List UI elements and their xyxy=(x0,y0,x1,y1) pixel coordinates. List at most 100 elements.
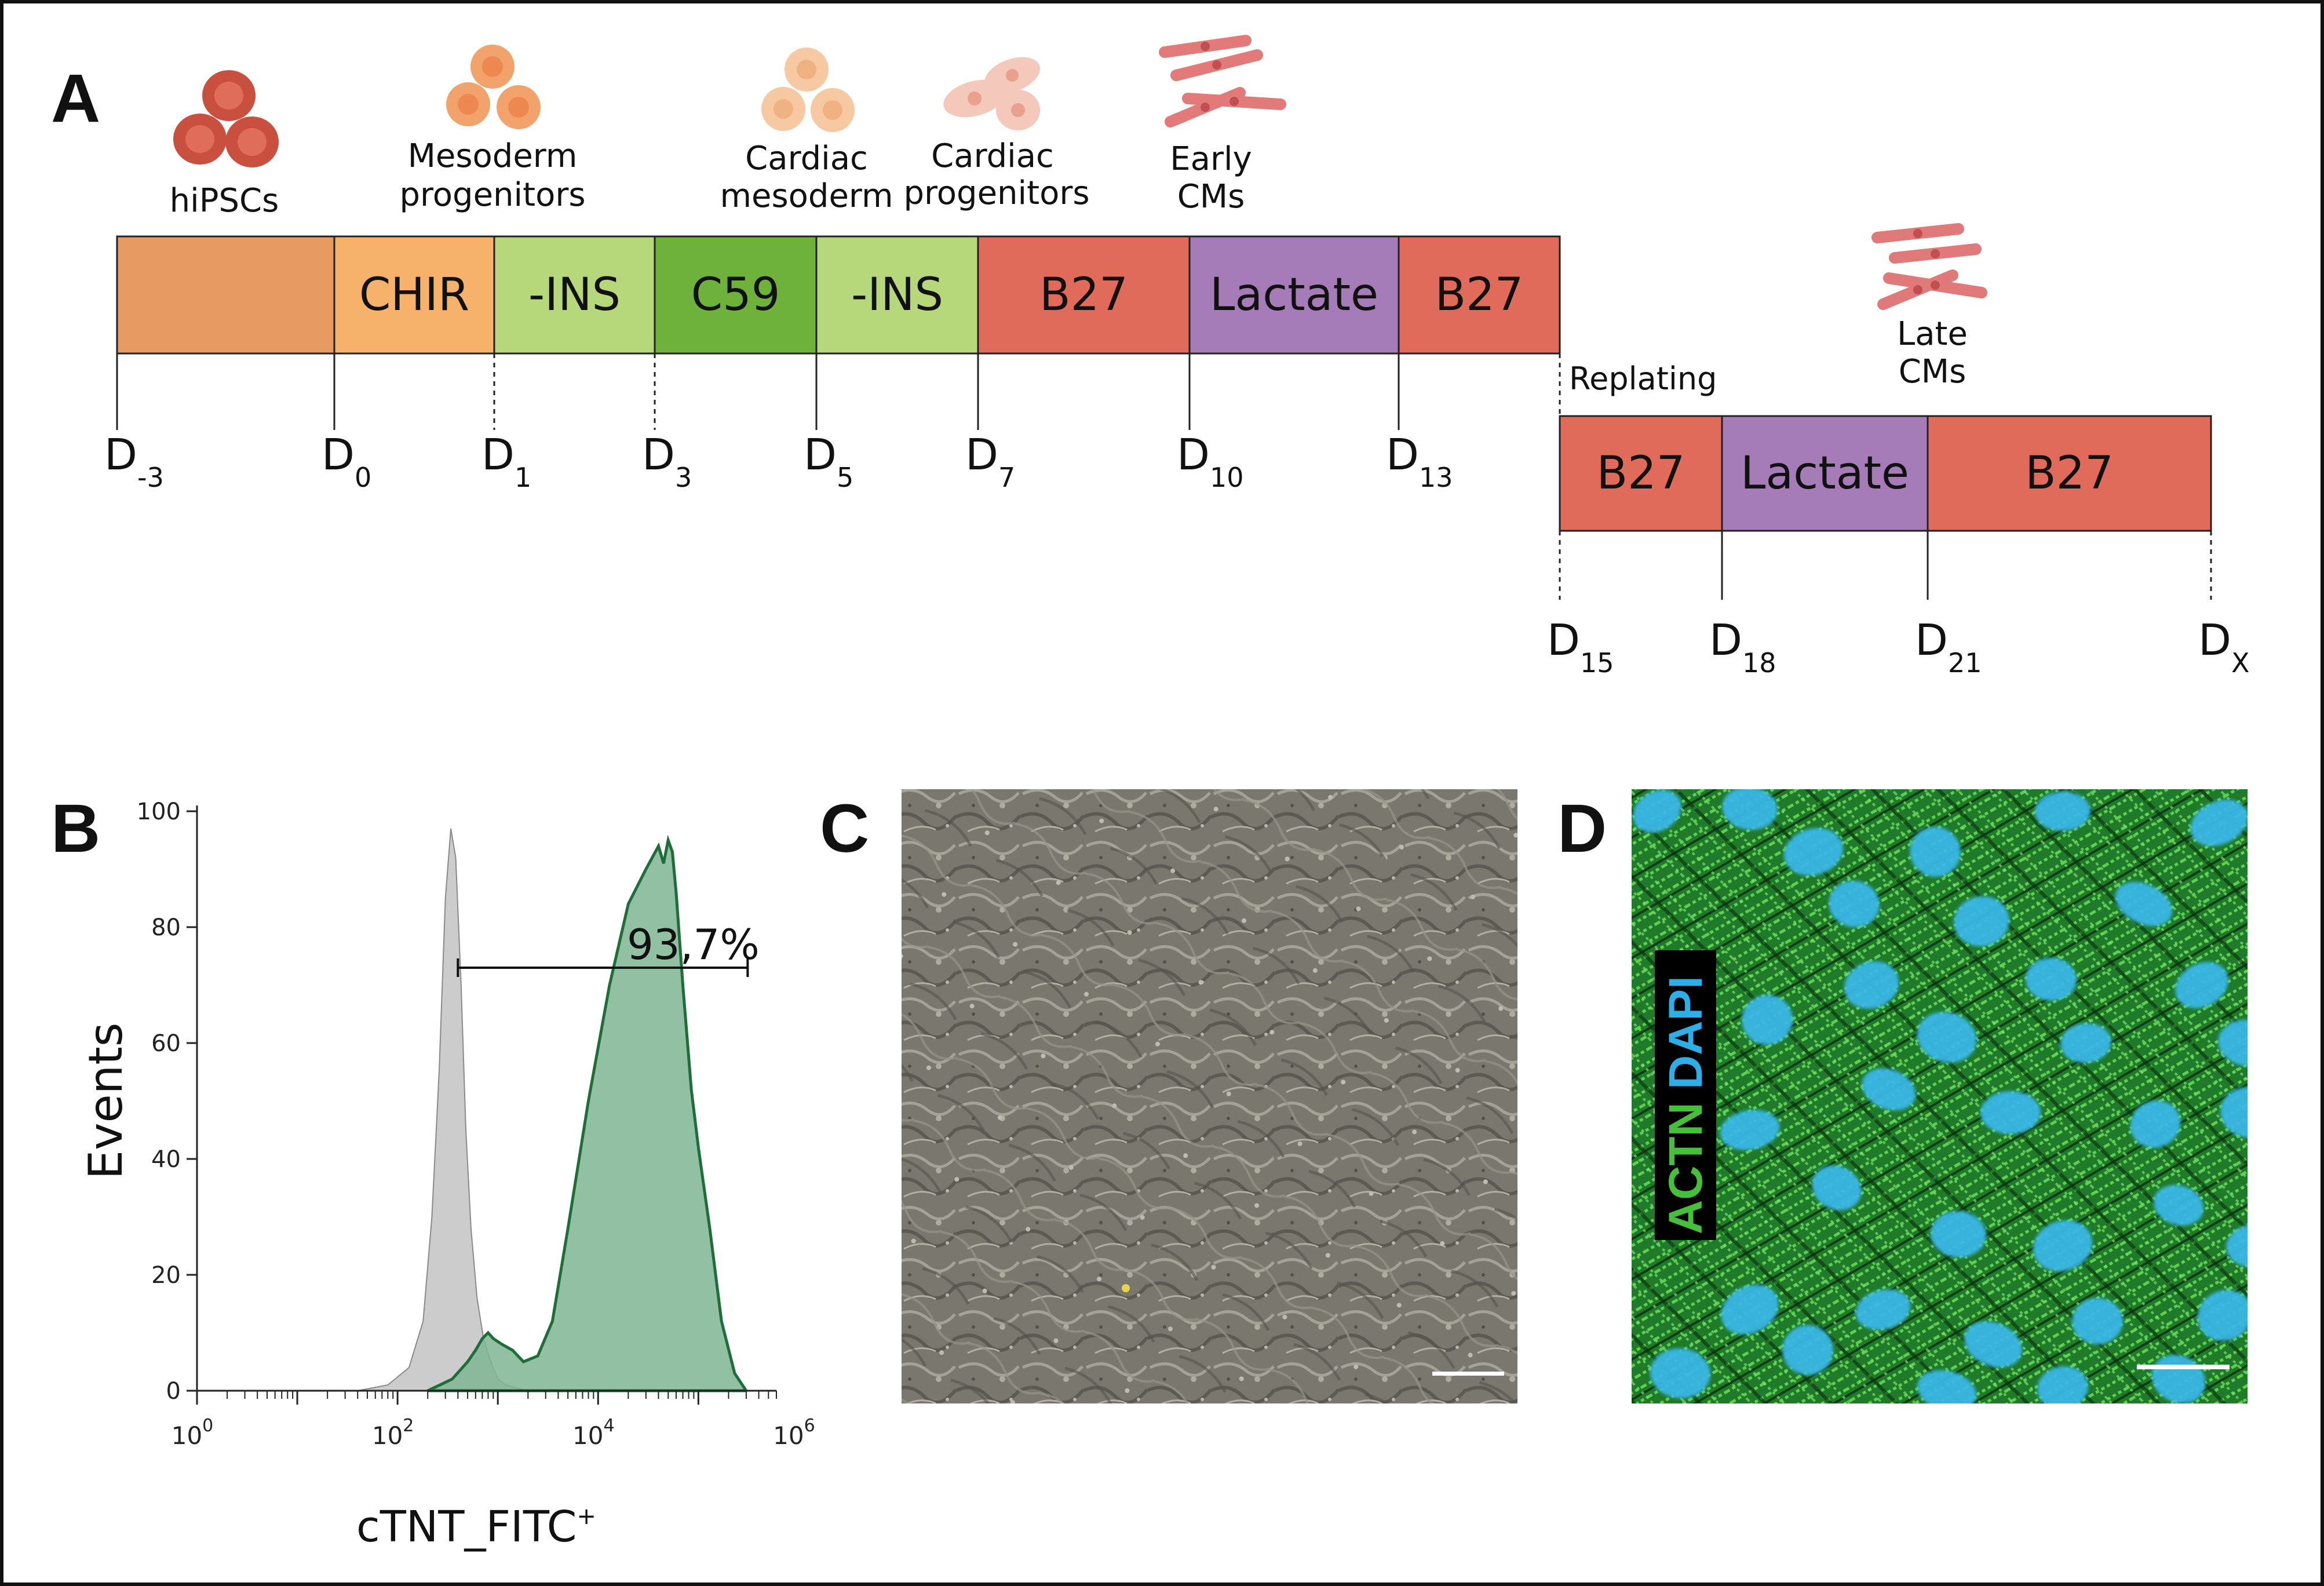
day-label: D0 xyxy=(322,430,371,493)
stain-label-background xyxy=(1655,950,1716,1240)
panel-label-a: A xyxy=(51,60,100,137)
panel-label-c: C xyxy=(820,790,869,867)
day-label-main: D xyxy=(1547,615,1580,665)
x-tick-exp: 2 xyxy=(403,1416,414,1436)
nucleus xyxy=(2033,1220,2093,1272)
stage-label-line1: Cardiac xyxy=(931,137,1054,175)
timeline-segment-label: B27 xyxy=(1435,269,1524,321)
stage-label-line2: mesoderm xyxy=(720,177,893,215)
day-label-main: D xyxy=(1177,430,1210,480)
x-tick-label: 106 xyxy=(773,1416,815,1450)
day-label: D1 xyxy=(481,430,531,493)
stain-label-actn: ACTN xyxy=(1659,1102,1712,1234)
day-label: D-3 xyxy=(104,430,164,493)
timeline-segment xyxy=(977,235,1191,355)
nucleus xyxy=(1917,1370,1977,1403)
x-tick-exp: 4 xyxy=(603,1416,614,1436)
day-label-sub: 0 xyxy=(355,462,371,493)
cardiac-mesoderm-cells-icon xyxy=(761,48,855,132)
early-cm-cells-icon xyxy=(1159,35,1286,127)
day-label-sub: X xyxy=(2231,647,2250,679)
nucleus xyxy=(2115,881,2173,927)
day-label-sub: 7 xyxy=(998,462,1015,493)
day-label-sub: 15 xyxy=(1580,647,1614,679)
timeline-segment xyxy=(1398,235,1561,355)
y-tick-label: 40 xyxy=(151,1146,181,1173)
nucleus xyxy=(1633,790,1681,833)
scale-bar-c xyxy=(1432,1372,1504,1376)
day-label-sub: 21 xyxy=(1948,647,1982,679)
nucleus xyxy=(1964,1321,2023,1368)
nucleus xyxy=(1980,1091,2041,1135)
nucleus xyxy=(1855,1289,1911,1330)
timeline-segment-label: -INS xyxy=(851,269,943,321)
timeline-segment xyxy=(1559,415,1723,532)
day-label: D18 xyxy=(1709,615,1776,679)
nucleus xyxy=(2175,962,2228,1008)
timeline-segment-label: -INS xyxy=(528,269,621,321)
day-label-main: D xyxy=(1386,430,1419,480)
histogram-series xyxy=(427,834,749,1392)
nucleus xyxy=(1742,994,1793,1045)
nucleus xyxy=(1782,1325,1833,1376)
x-axis-label: cTNT_FITC+ xyxy=(356,1502,596,1552)
x-axis-label-main: cTNT_FITC xyxy=(356,1502,577,1552)
timeline-segment xyxy=(1721,415,1929,532)
y-tick-label: 20 xyxy=(151,1262,181,1289)
day-label-main: D xyxy=(322,430,355,480)
x-tick-exp: 0 xyxy=(202,1416,213,1436)
nucleus xyxy=(2072,1298,2123,1344)
timeline-segment xyxy=(815,235,979,355)
stage-label-line1: Cardiac xyxy=(745,140,868,177)
nucleus xyxy=(1954,896,2009,947)
nucleus xyxy=(2220,1087,2248,1138)
day-label-sub: 13 xyxy=(1419,462,1453,493)
replating-label: Replating xyxy=(1569,360,1717,397)
x-tick-base: 10 xyxy=(572,1421,603,1450)
day-label-sub: 1 xyxy=(515,462,531,493)
y-tick-label: 0 xyxy=(166,1378,181,1405)
day-label-sub: 3 xyxy=(675,462,692,493)
hipsc-cells-icon xyxy=(173,70,279,167)
y-tick-label: 80 xyxy=(151,914,181,941)
late-cm-cells-icon xyxy=(1871,223,1987,310)
timeline-segment-label: Lactate xyxy=(1741,447,1909,500)
x-tick-exp: 6 xyxy=(804,1416,815,1436)
day-label-sub: 10 xyxy=(1210,462,1244,493)
nucleus xyxy=(1783,827,1844,876)
day-label-sub: 5 xyxy=(837,462,853,493)
cardiac-progenitor-cells-icon xyxy=(943,57,1040,130)
x-axis-label-sup: + xyxy=(577,1503,596,1530)
day-label-main: D xyxy=(1915,615,1948,665)
day-label-sub: 18 xyxy=(1742,647,1776,679)
nucleus xyxy=(1862,1068,1916,1111)
mesoderm-cells-icon xyxy=(446,45,541,129)
nucleus xyxy=(1844,961,1899,1009)
timeline-segment-label: B27 xyxy=(1597,447,1685,500)
stage-label-line2: progenitors xyxy=(399,176,585,214)
timeline-segment-label: CHIR xyxy=(359,269,469,321)
day-label: D13 xyxy=(1386,430,1453,493)
brightfield-micrograph xyxy=(902,789,1517,1403)
x-tick-base: 10 xyxy=(372,1421,403,1450)
stage-labels: hiPSCs Mesoderm progenitors Cardiac meso… xyxy=(170,137,1968,391)
timeline-segment-label: Lactate xyxy=(1210,269,1378,321)
nucleus xyxy=(2060,1023,2111,1063)
stage-label-line2: CMs xyxy=(1177,178,1245,216)
stage-label-line1: Mesoderm xyxy=(408,137,578,175)
day-label: D5 xyxy=(804,430,853,493)
day-label: D10 xyxy=(1177,430,1244,493)
nucleus xyxy=(2026,957,2077,1001)
day-label-main: D xyxy=(104,430,137,480)
immunofluorescence-micrograph: ACTN DAPI xyxy=(1632,789,2248,1403)
nucleus xyxy=(1910,826,1961,877)
nucleus xyxy=(1812,1165,1862,1211)
x-tick-base: 10 xyxy=(172,1421,202,1450)
timeline-segment xyxy=(116,235,335,355)
panel-label-d: D xyxy=(1557,790,1607,867)
timeline-1: CHIR -INS C59 -INS B27 Lactate B27 D-3 D0 D1 D3 D5… xyxy=(104,235,1561,493)
nucleus xyxy=(1720,1110,1780,1150)
nucleus xyxy=(1722,789,1778,830)
stage-label-line2: progenitors xyxy=(903,174,1089,212)
